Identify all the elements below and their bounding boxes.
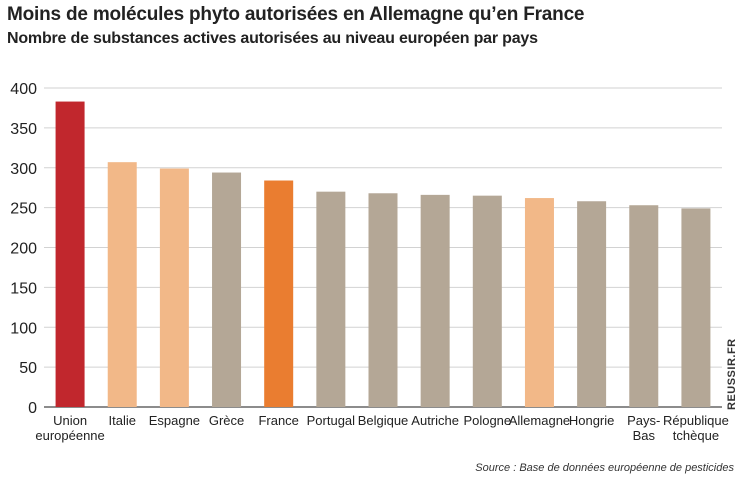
bar xyxy=(212,172,242,407)
y-tick-label: 0 xyxy=(28,400,37,417)
bar xyxy=(107,162,137,407)
x-tick-label: Belgique xyxy=(358,413,409,428)
x-tick-label: Pays-Bas xyxy=(627,413,660,443)
bar xyxy=(472,195,502,407)
chart-title: Moins de molécules phyto autorisées en A… xyxy=(7,4,585,25)
bar xyxy=(159,168,189,407)
chart-subtitle: Nombre de substances actives autorisées … xyxy=(7,30,538,47)
x-tick-label: Portugal xyxy=(307,413,356,428)
x-tick-label: Hongrie xyxy=(569,413,615,428)
bar xyxy=(629,205,659,407)
x-tick-label: Pologne xyxy=(463,413,511,428)
bar xyxy=(420,194,450,407)
bar xyxy=(55,101,85,408)
bars xyxy=(55,101,711,408)
source-note: Source : Base de données européenne de p… xyxy=(475,462,734,474)
bar xyxy=(264,180,294,407)
y-tick-label: 100 xyxy=(10,320,37,337)
x-tick-label: Espagne xyxy=(149,413,200,428)
x-tick-label: Union européenne xyxy=(35,413,104,443)
y-tick-label: 300 xyxy=(10,161,37,178)
x-tick-label: Grèce xyxy=(209,413,244,428)
bar xyxy=(524,198,554,407)
x-axis-labels: Union européenne Italie Espagne Grèce France P… xyxy=(35,413,728,443)
bar xyxy=(681,208,711,407)
bar xyxy=(577,201,607,407)
y-tick-label: 350 xyxy=(10,121,37,138)
x-tick-label: France xyxy=(258,413,298,428)
x-tick-label: Italie xyxy=(108,413,135,428)
grid-lines xyxy=(44,87,722,408)
y-tick-label: 250 xyxy=(10,201,37,218)
y-tick-label: 400 xyxy=(10,81,37,98)
x-tick-label: Autriche xyxy=(411,413,459,428)
y-tick-label: 50 xyxy=(19,360,37,377)
bar xyxy=(368,193,398,407)
bar xyxy=(316,191,346,407)
y-tick-label: 200 xyxy=(10,241,37,258)
y-tick-label: 150 xyxy=(10,280,37,297)
x-tick-label: Allemagne xyxy=(509,413,570,428)
credit-watermark: REUSSIR.FR xyxy=(726,338,738,410)
x-tick-label: République tchèque xyxy=(663,413,729,443)
y-axis-ticks: 0 50 100 150 200 250 300 350 400 xyxy=(10,81,37,417)
